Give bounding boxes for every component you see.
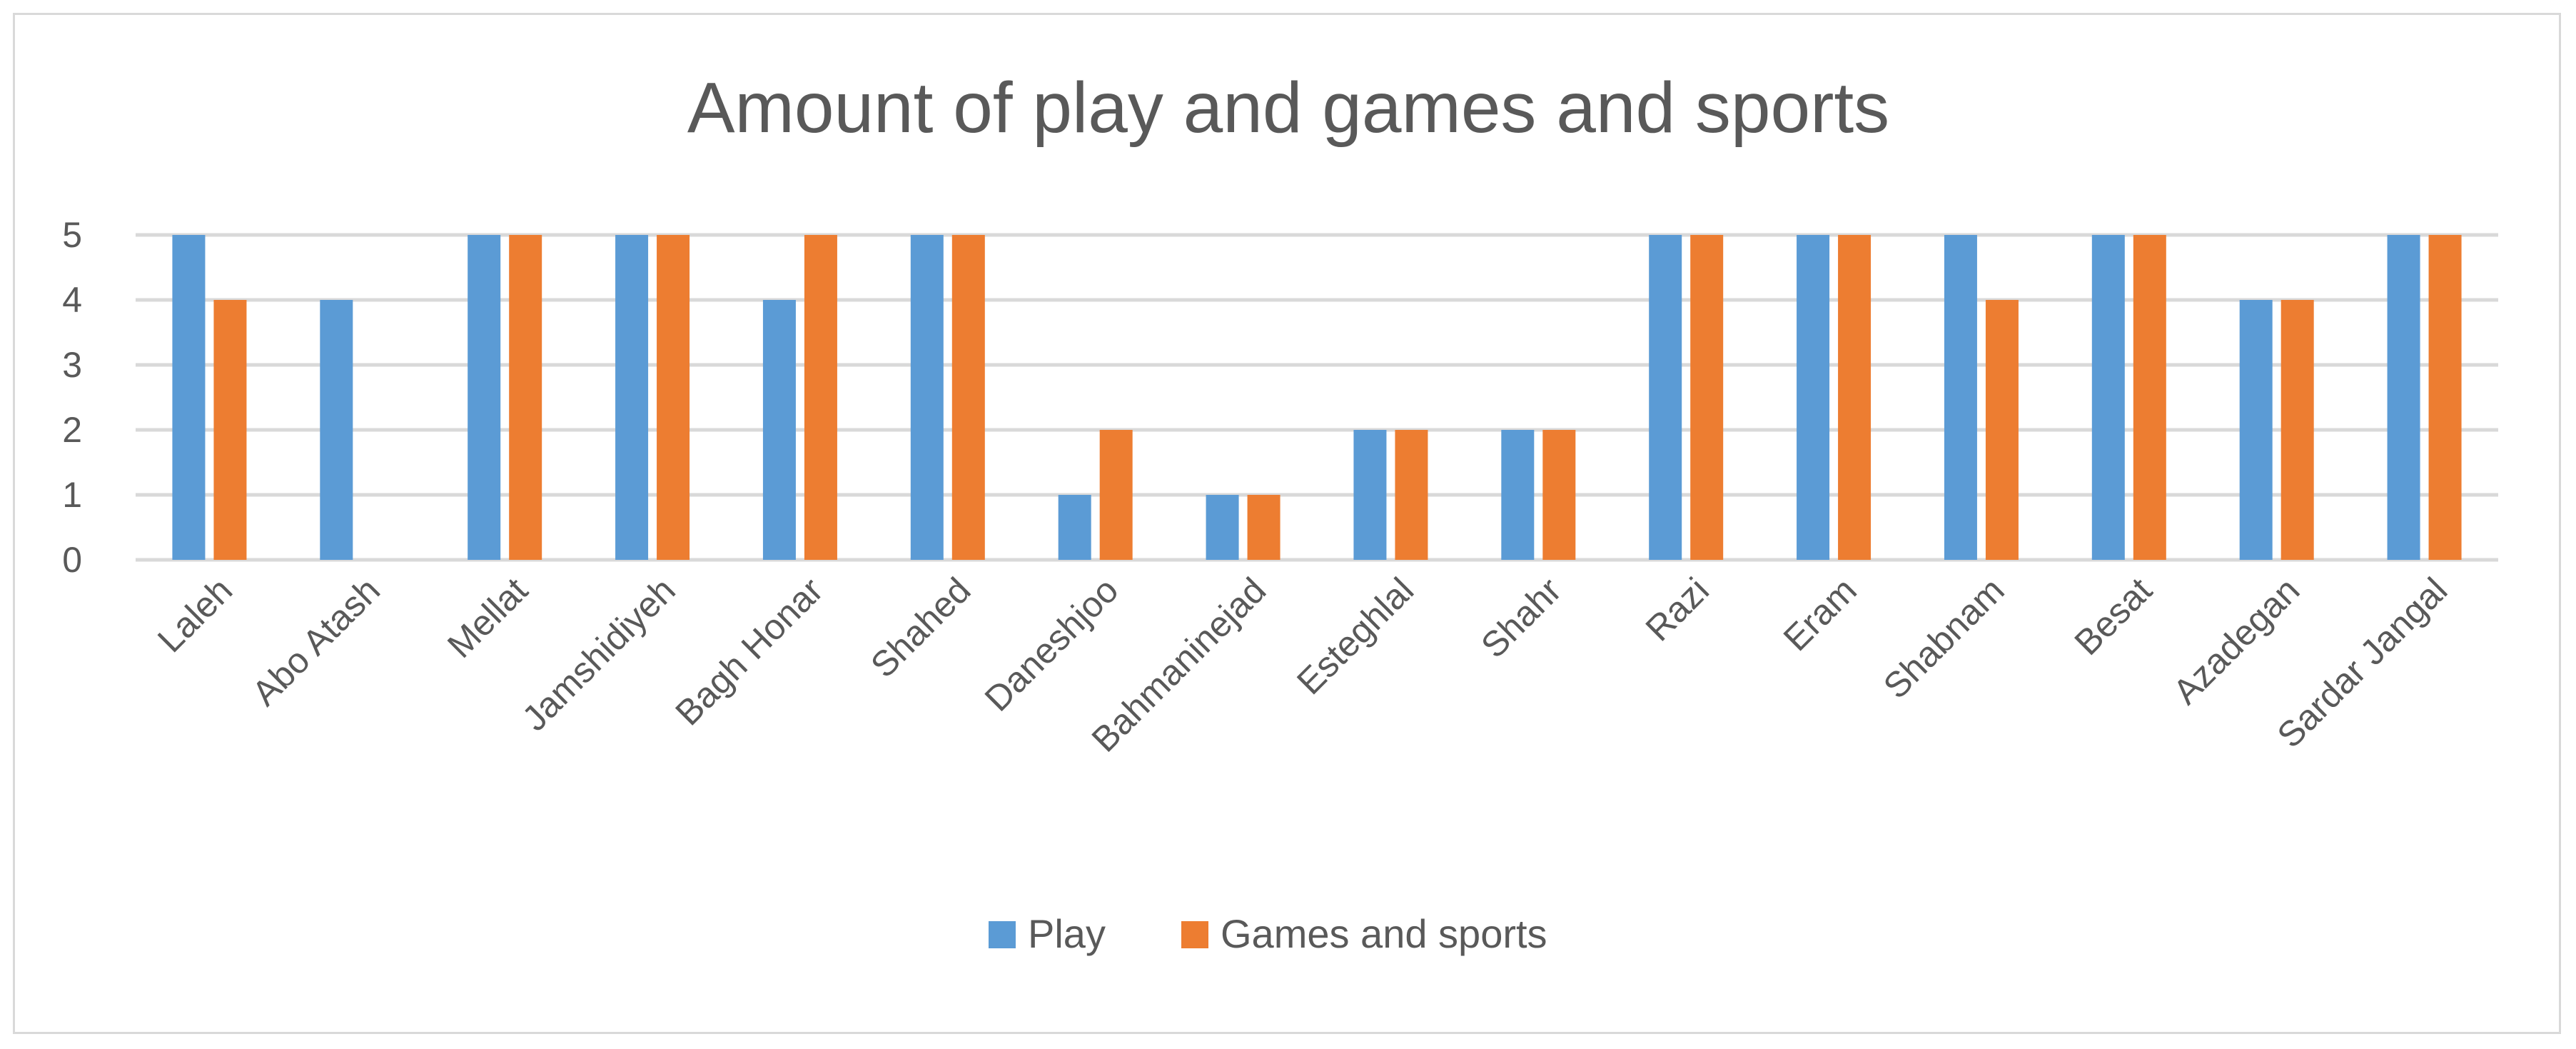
- bar: [2387, 235, 2420, 560]
- x-tick-label: Esteghlal: [1289, 570, 1421, 702]
- x-tick-label: Besat: [2067, 570, 2160, 663]
- bar: [1206, 495, 1239, 560]
- legend: Play Games and sports: [989, 911, 1547, 956]
- bar: [762, 300, 796, 560]
- bar: [1353, 430, 1387, 560]
- bar: [1985, 300, 2019, 560]
- bar: [172, 235, 206, 560]
- y-tick-label: 1: [62, 475, 82, 515]
- x-tick-label: Azadegan: [2166, 570, 2308, 712]
- bar: [213, 300, 247, 560]
- y-tick-label: 2: [62, 410, 82, 450]
- y-tick-label: 0: [62, 540, 82, 580]
- x-tick-label: Jamshidiyeh: [515, 570, 683, 738]
- legend-label: Games and sports: [1221, 911, 1547, 956]
- bar: [1395, 430, 1428, 560]
- chart-title: Amount of play and games and sports: [687, 68, 1889, 148]
- y-tick-label: 4: [62, 280, 82, 320]
- x-tick-label: Laleh: [150, 570, 240, 660]
- y-tick-label: 3: [62, 345, 82, 385]
- x-tick-label: Razi: [1638, 570, 1717, 648]
- bar: [615, 235, 649, 560]
- bar: [657, 235, 690, 560]
- x-tick-label: Abo Atash: [244, 570, 388, 713]
- bar: [1501, 430, 1535, 560]
- bar: [1247, 495, 1281, 560]
- bar: [910, 235, 944, 560]
- bar: [1649, 235, 1682, 560]
- bar: [1797, 235, 1830, 560]
- y-tick-label: 5: [62, 215, 82, 255]
- bar: [1099, 430, 1133, 560]
- y-axis-ticks: 0 1 2 3 4 5: [62, 215, 82, 580]
- bar: [1690, 235, 1724, 560]
- bar: [804, 235, 837, 560]
- bar: [509, 235, 542, 560]
- bar: [2239, 300, 2273, 560]
- x-tick-label: Mellat: [440, 570, 535, 666]
- x-tick-label: Bagh Honar: [667, 570, 830, 733]
- bar: [2428, 235, 2462, 560]
- x-tick-label: Shahr: [1473, 570, 1569, 666]
- bar: [2133, 235, 2166, 560]
- legend-label: Play: [1028, 911, 1106, 956]
- bar: [320, 300, 353, 560]
- x-tick-label: Shabnam: [1876, 570, 2012, 706]
- bar: [951, 235, 985, 560]
- bars: [172, 235, 2462, 560]
- x-tick-label: Shahed: [863, 570, 978, 685]
- bar: [2280, 300, 2314, 560]
- bar: [468, 235, 501, 560]
- bar: [1944, 235, 1977, 560]
- bar: [2091, 235, 2125, 560]
- x-tick-label: Eram: [1776, 570, 1864, 658]
- bar: [1058, 495, 1091, 560]
- bar: [1838, 235, 1872, 560]
- legend-swatch: [1181, 921, 1208, 948]
- legend-swatch: [989, 921, 1016, 948]
- x-tick-label: Daneshjoo: [977, 570, 1126, 719]
- bar: [1542, 430, 1576, 560]
